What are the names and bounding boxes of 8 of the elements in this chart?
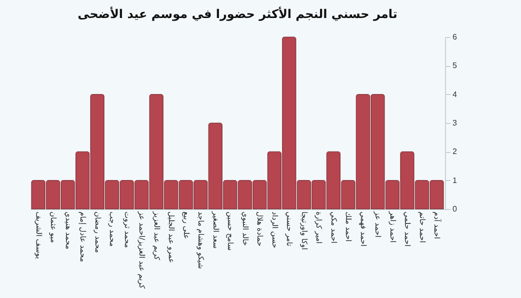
y-tick-label: 6 (452, 32, 458, 42)
y-tick-label: 5 (452, 61, 458, 70)
y-tick-label: 3 (452, 118, 458, 128)
y-tick-label: 2 (452, 147, 458, 156)
y-tick-label: 4 (452, 90, 458, 99)
y-tick-label: 0 (452, 204, 458, 214)
y-tick-label: 1 (452, 176, 458, 185)
chart-title: تامر حسني النجم الأكثر حضورا في موسم عيد الأضحى (78, 6, 398, 21)
